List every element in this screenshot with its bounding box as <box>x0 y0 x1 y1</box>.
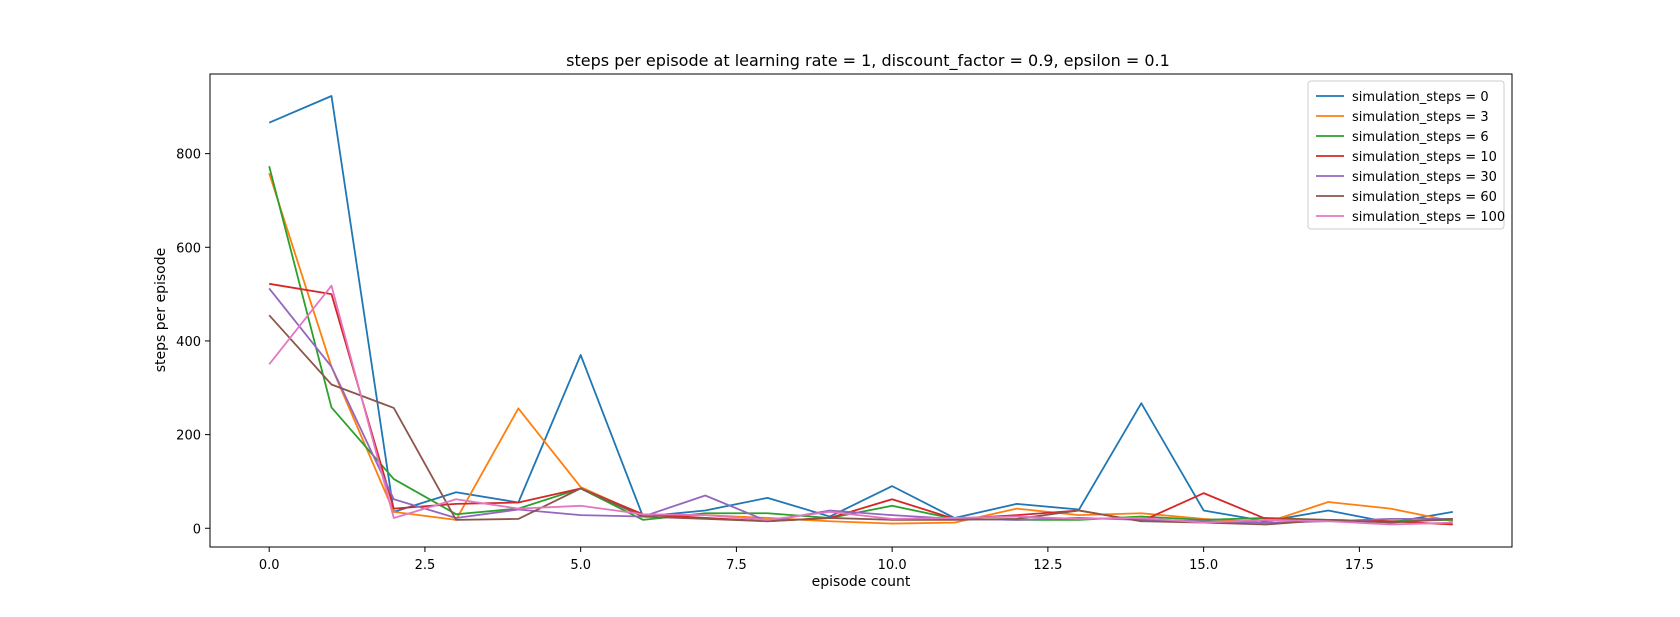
x-tick-label: 7.5 <box>726 558 747 573</box>
y-axis-label: steps per episode <box>153 248 169 372</box>
series-line-3 <box>269 282 1453 526</box>
legend-entry: simulation_steps = 30 <box>1352 170 1497 185</box>
legend-entry: simulation_steps = 3 <box>1352 110 1489 125</box>
y-tick-label: 400 <box>176 335 201 350</box>
x-tick-label: 5.0 <box>570 558 591 573</box>
series-lines <box>268 95 1453 526</box>
legend-entry: simulation_steps = 100 <box>1352 210 1505 225</box>
series-line-0 <box>268 95 1453 524</box>
y-tick-label: 200 <box>176 429 201 444</box>
legend-entry: simulation_steps = 10 <box>1352 150 1497 165</box>
legend-entry: simulation_steps = 6 <box>1352 130 1489 145</box>
x-tick-label: 10.0 <box>878 558 907 573</box>
legend-box <box>1307 80 1505 230</box>
series-line-6 <box>268 284 1453 526</box>
plot-frame <box>209 73 1513 548</box>
x-tick-label: 17.5 <box>1345 558 1374 573</box>
legend-entry: simulation_steps = 0 <box>1352 90 1489 105</box>
x-tick-label: 12.5 <box>1033 558 1062 573</box>
chart-title: steps per episode at learning rate = 1, … <box>566 51 1170 71</box>
x-axis-label: episode count <box>812 574 911 590</box>
series-line-2 <box>268 166 1453 523</box>
series-line-1 <box>268 173 1453 525</box>
x-axis-ticks: 0.0 2.5 5.0 7.5 10.0 12.5 15.0 17.5 <box>259 547 1374 573</box>
x-tick-label: 2.5 <box>415 558 436 573</box>
y-tick-label: 800 <box>176 148 201 163</box>
legend: simulation_steps = 0 simulation_steps = 3… <box>1307 80 1505 230</box>
y-axis-ticks: 0 200 400 600 800 <box>176 148 210 537</box>
x-tick-label: 15.0 <box>1189 558 1218 573</box>
x-tick-label: 0.0 <box>259 558 280 573</box>
y-tick-label: 600 <box>176 241 201 256</box>
series-line-4 <box>268 287 1453 524</box>
y-tick-label: 0 <box>193 522 201 537</box>
series-line-5 <box>268 314 1453 526</box>
legend-entry: simulation_steps = 60 <box>1352 190 1497 205</box>
